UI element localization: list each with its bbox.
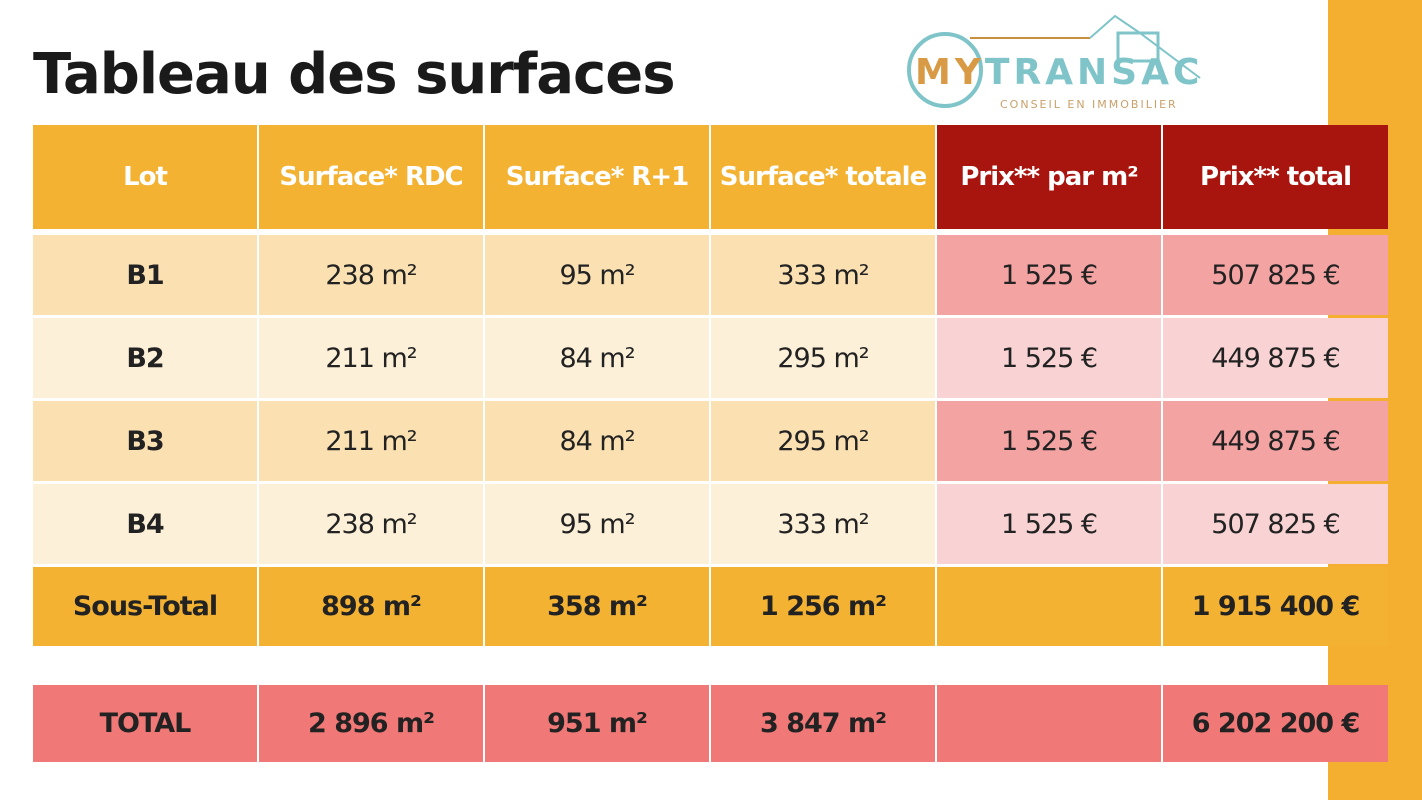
subtotal-cell: 1 256 m²	[711, 567, 935, 646]
table-cell: 1 525 €	[937, 484, 1161, 564]
column-header: Surface* totale	[711, 125, 935, 229]
total-table: TOTAL 2 896 m² 951 m² 3 847 m² 6 202 200 €	[33, 685, 1388, 762]
table-cell: 449 875 €	[1163, 318, 1388, 398]
subtotal-cell: 898 m²	[259, 567, 483, 646]
total-cell: TOTAL	[33, 685, 257, 762]
total-cell: 951 m²	[485, 685, 709, 762]
table-cell: 333 m²	[711, 484, 935, 564]
total-cell	[937, 685, 1161, 762]
table-cell: 211 m²	[259, 318, 483, 398]
total-cell: 6 202 200 €	[1163, 685, 1388, 762]
column-header: Prix** total	[1163, 125, 1388, 229]
table-cell: 1 525 €	[937, 235, 1161, 315]
table-cell: 507 825 €	[1163, 235, 1388, 315]
table-cell: B4	[33, 484, 257, 564]
table-cell: 507 825 €	[1163, 484, 1388, 564]
subtotal-cell: 1 915 400 €	[1163, 567, 1388, 646]
column-header: Surface* R+1	[485, 125, 709, 229]
table-cell: 1 525 €	[937, 318, 1161, 398]
total-cell: 2 896 m²	[259, 685, 483, 762]
table-cell: 449 875 €	[1163, 401, 1388, 481]
subtotal-cell: Sous-Total	[33, 567, 257, 646]
table-cell: 95 m²	[485, 235, 709, 315]
watermark-text-b: TRANSAC	[984, 52, 1204, 93]
table-cell: B3	[33, 401, 257, 481]
table-cell: 238 m²	[259, 484, 483, 564]
table-cell: B1	[33, 235, 257, 315]
table-cell: 238 m²	[259, 235, 483, 315]
surfaces-table: Lot Surface* RDC Surface* R+1 Surface* tota…	[33, 125, 1388, 646]
subtotal-cell	[937, 567, 1161, 646]
table-cell: 295 m²	[711, 318, 935, 398]
mytransac-watermark-logo: MYTRANSAC CONSEIL EN IMMOBILIER	[900, 8, 1210, 118]
subtotal-cell: 358 m²	[485, 567, 709, 646]
watermark-text-a: MY	[915, 52, 985, 93]
table-cell: 1 525 €	[937, 401, 1161, 481]
column-header: Lot	[33, 125, 257, 229]
total-cell: 3 847 m²	[711, 685, 935, 762]
watermark-tagline: CONSEIL EN IMMOBILIER	[1000, 98, 1178, 111]
table-cell: 84 m²	[485, 401, 709, 481]
table-cell: 295 m²	[711, 401, 935, 481]
column-header: Surface* RDC	[259, 125, 483, 229]
table-cell: 333 m²	[711, 235, 935, 315]
table-cell: 95 m²	[485, 484, 709, 564]
page-title: Tableau des surfaces	[33, 42, 676, 107]
table-cell: 84 m²	[485, 318, 709, 398]
column-header: Prix** par m²	[937, 125, 1161, 229]
table-cell: B2	[33, 318, 257, 398]
house-logo-icon	[907, 14, 1201, 108]
table-cell: 211 m²	[259, 401, 483, 481]
